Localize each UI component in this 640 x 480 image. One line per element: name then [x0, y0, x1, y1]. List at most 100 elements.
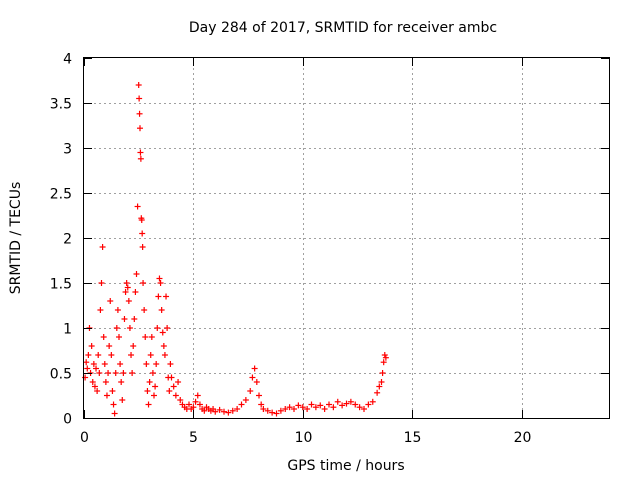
data-point	[161, 352, 168, 358]
data-point	[137, 149, 144, 156]
x-axis-label: GPS time / hours	[287, 458, 404, 474]
data-point	[356, 404, 363, 411]
data-point	[151, 392, 157, 399]
data-point	[321, 406, 328, 412]
data-point	[125, 298, 132, 304]
data-point	[196, 401, 203, 408]
data-point	[152, 383, 159, 390]
data-point	[112, 370, 119, 376]
data-point	[145, 401, 152, 408]
data-point	[136, 110, 143, 117]
data-point	[286, 404, 293, 411]
data-point	[131, 316, 138, 322]
data-point	[147, 352, 154, 358]
data-point	[153, 361, 160, 367]
data-point	[119, 397, 126, 403]
data-point	[117, 361, 124, 367]
data-point	[168, 374, 175, 381]
data-point	[106, 343, 113, 349]
y-axis-ticks: 0 0.5 1 1.5 2 2.5 3 3.5 4	[50, 52, 72, 428]
data-point	[175, 379, 182, 385]
data-point	[99, 244, 106, 250]
data-point	[365, 401, 372, 408]
y-tick-label: 4	[63, 52, 72, 68]
data-point	[156, 275, 163, 282]
data-point	[229, 407, 236, 414]
data-point	[109, 388, 116, 394]
data-point	[110, 401, 117, 408]
data-point	[269, 409, 276, 416]
axis-marks	[84, 58, 609, 419]
data-point	[201, 407, 208, 414]
x-tick-label: 5	[189, 430, 198, 446]
y-axis-label: SRMTID / TECUs	[8, 182, 24, 295]
data-point	[330, 404, 337, 411]
data-point	[380, 359, 387, 366]
data-point	[291, 406, 297, 412]
data-point	[83, 359, 90, 366]
data-point	[122, 289, 129, 295]
data-point	[107, 298, 114, 304]
x-tick-label: 20	[514, 430, 532, 446]
x-tick-label: 10	[295, 430, 313, 446]
data-point	[192, 398, 199, 405]
data-point	[304, 406, 311, 412]
data-point	[133, 271, 140, 277]
data-point	[299, 404, 306, 411]
x-tick-label: 0	[80, 430, 89, 446]
data-point	[295, 402, 302, 409]
data-point	[225, 409, 232, 416]
data-point	[361, 406, 367, 412]
data-point	[103, 392, 110, 399]
data-point	[177, 397, 184, 403]
data-point	[308, 401, 315, 408]
data-point	[98, 280, 105, 286]
grid-lines	[84, 58, 609, 418]
data-point	[339, 402, 346, 409]
data-point	[126, 325, 133, 331]
data-point	[121, 316, 128, 322]
data-point	[90, 361, 97, 367]
data-point	[282, 406, 289, 412]
data-point	[253, 379, 260, 385]
data-point	[172, 392, 179, 399]
data-point	[111, 410, 118, 417]
y-tick-label: 2	[63, 232, 72, 248]
y-tick-label: 1	[63, 322, 72, 338]
data-point	[149, 370, 156, 376]
data-point	[101, 361, 108, 367]
data-point	[108, 352, 115, 358]
data-point	[135, 82, 142, 88]
data-point	[326, 401, 332, 408]
data-point	[247, 388, 254, 394]
data-point	[120, 370, 127, 376]
data-point	[159, 329, 166, 336]
y-tick-label: 3	[63, 142, 72, 158]
data-point	[256, 392, 262, 399]
data-point	[84, 365, 91, 372]
data-point	[157, 280, 164, 286]
data-point	[382, 354, 389, 361]
data-point	[163, 293, 170, 300]
y-tick-label: 2.5	[50, 187, 72, 203]
data-point	[85, 352, 92, 358]
data-point	[166, 388, 173, 394]
data-point	[144, 388, 151, 394]
data-point	[130, 343, 137, 349]
data-point	[136, 95, 143, 102]
data-point	[251, 365, 258, 372]
data-point	[277, 407, 284, 414]
data-point	[123, 280, 130, 286]
data-point	[97, 307, 104, 313]
data-point	[114, 307, 121, 313]
data-point	[194, 392, 201, 399]
data-point	[146, 379, 153, 385]
data-point	[238, 401, 245, 408]
data-point	[167, 361, 174, 367]
data-point	[143, 361, 150, 367]
data-point	[142, 334, 149, 340]
data-point	[249, 374, 256, 381]
data-point	[124, 284, 131, 291]
data-point	[116, 334, 122, 340]
data-point	[212, 408, 219, 415]
